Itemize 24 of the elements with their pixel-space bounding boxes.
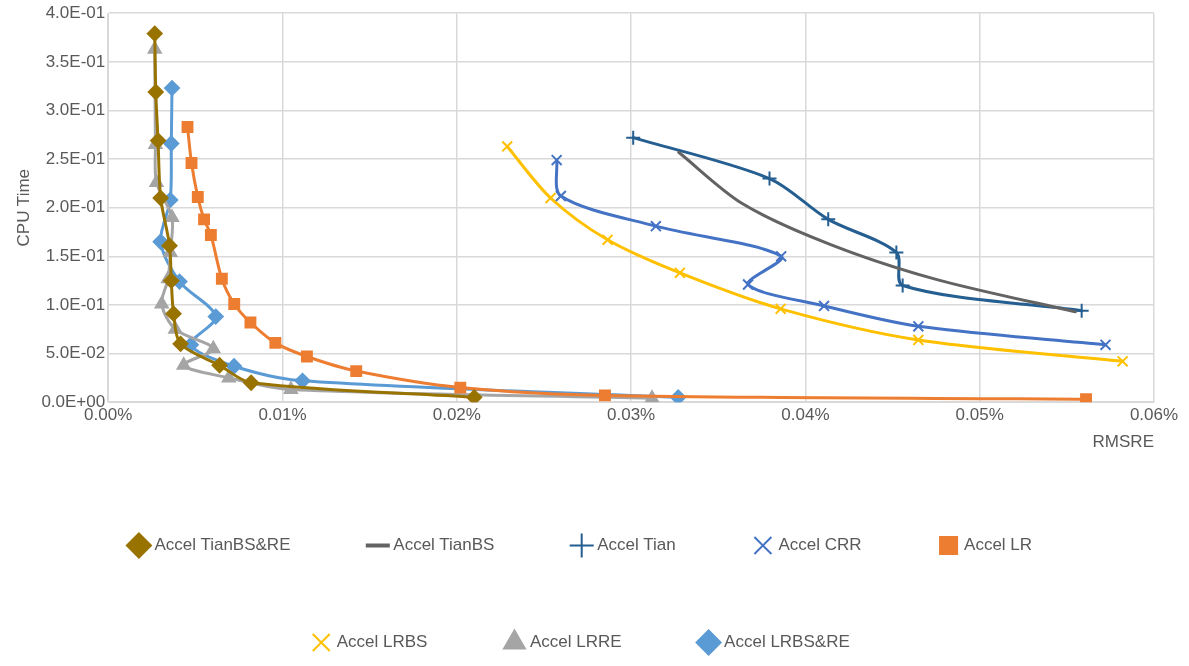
y-tick-label: 4.0E-01 [45, 2, 106, 22]
x-tick-label: 0.06% [1129, 405, 1179, 425]
y-tick-label: 1.0E-01 [45, 294, 106, 314]
legend-label: Accel Tian [597, 535, 676, 555]
x-axis-title: RMSRE [1092, 432, 1154, 452]
legend-label: Accel LR [964, 535, 1033, 555]
x-tick-label: 0.05% [955, 405, 1004, 425]
y-tick-label: 3.5E-01 [45, 51, 106, 71]
y-tick-label: 5.0E-02 [45, 343, 106, 363]
y-tick-label: 3.0E-01 [45, 100, 106, 120]
legend-label: Accel CRR [778, 535, 862, 555]
y-tick-label: 1.5E-01 [45, 246, 106, 266]
x-tick-label: 0.01% [258, 405, 307, 425]
legend-label: Accel LRBS [336, 632, 428, 652]
legend-label: Accel LRBS&RE [724, 632, 850, 652]
x-tick-label: 0.04% [781, 405, 830, 425]
y-tick-label: 2.0E-01 [45, 197, 106, 217]
x-tick-label: 0.02% [432, 405, 481, 425]
y-tick-label: 2.5E-01 [45, 148, 106, 168]
legend-label: Accel TianBS [393, 535, 495, 555]
x-tick-label: 0.03% [607, 405, 656, 425]
legend-label: Accel LRRE [529, 632, 622, 652]
legend-label: Accel TianBS&RE [154, 535, 291, 555]
y-axis-title: CPU Time [13, 168, 33, 247]
